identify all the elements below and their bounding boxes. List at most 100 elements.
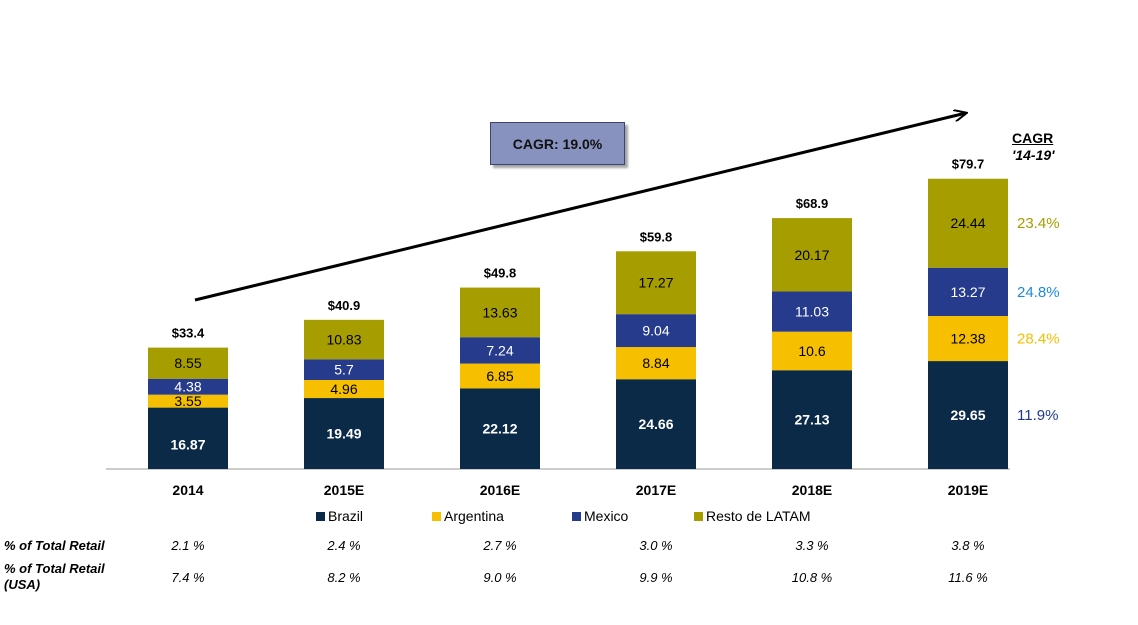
category-label: 2016E (480, 482, 520, 498)
retail-share-usa-label-line2: (USA) (4, 577, 41, 592)
legend-swatch-resto (694, 511, 703, 521)
total-label: $79.7 (952, 157, 985, 172)
data-label-resto-de-latam: 8.55 (174, 355, 201, 371)
data-label-resto-de-latam: 24.44 (950, 215, 985, 231)
bar-segment-argentina (616, 347, 696, 380)
retail-share-value: 3.0 % (639, 538, 673, 553)
category-label: 2017E (636, 482, 676, 498)
retail-share-usa-value: 8.2 % (327, 570, 361, 585)
data-label-brazil: 22.12 (482, 421, 517, 437)
cagr-value-resto-de-latam: 23.4% (1017, 215, 1060, 232)
data-label-mexico: 11.03 (795, 304, 829, 320)
cagr-header-title: CAGR (1012, 130, 1054, 146)
retail-share-usa-value: 9.9 % (639, 570, 673, 585)
bar-segment-argentina (148, 394, 228, 408)
data-label-brazil: 19.49 (326, 426, 361, 442)
category-label: 2015E (324, 482, 364, 498)
total-label: $33.4 (172, 326, 205, 341)
bar-segment-argentina (772, 331, 852, 371)
data-label-resto-de-latam: 13.63 (482, 304, 517, 320)
legend-label-brazil: Brazil (328, 508, 364, 524)
cagr-summary-box: CAGR: 19.0% (490, 122, 625, 165)
bar-segment-resto-de-latam (304, 319, 384, 360)
data-label-argentina: 6.85 (486, 368, 513, 384)
retail-share-value: 2.7 % (483, 538, 517, 553)
data-label-brazil: 16.87 (170, 436, 205, 452)
bar-segment-brazil (616, 379, 696, 469)
data-label-resto-de-latam: 10.83 (326, 332, 361, 348)
chart-legend: Brazil Argentina Mexico Resto de LATAM (0, 508, 1138, 526)
bar-segment-resto-de-latam (928, 178, 1008, 268)
legend-swatch-brazil (316, 511, 325, 521)
bar-segment-brazil (460, 388, 540, 469)
data-label-argentina: 12.38 (950, 331, 985, 347)
data-label-argentina: 3.55 (174, 393, 201, 409)
bar-segment-mexico (304, 359, 384, 381)
data-label-mexico: 7.24 (486, 342, 513, 358)
legend-label-mexico: Mexico (584, 508, 629, 524)
bar-segment-mexico (460, 337, 540, 364)
bar-segment-argentina (304, 380, 384, 399)
data-label-brazil: 29.65 (950, 407, 985, 423)
cagr-trend-arrow (194, 113, 966, 302)
category-label: 2014 (172, 482, 203, 498)
total-label: $49.8 (484, 266, 517, 281)
data-label-resto-de-latam: 17.27 (638, 275, 673, 291)
bar-segment-mexico (616, 314, 696, 348)
bar-segment-mexico (928, 267, 1008, 317)
data-label-mexico: 13.27 (950, 284, 985, 300)
bar-segment-mexico (772, 291, 852, 332)
legend-swatch-mexico (572, 511, 581, 521)
retail-share-value: 2.1 % (171, 538, 205, 553)
retail-share-value: 2.4 % (327, 538, 361, 553)
category-label: 2019E (948, 482, 988, 498)
bar-segment-brazil (304, 398, 384, 469)
bar-segment-resto-de-latam (148, 347, 228, 379)
bar-segment-resto-de-latam (616, 251, 696, 315)
bar-segment-argentina (460, 363, 540, 389)
bar-segment-resto-de-latam (772, 218, 852, 292)
total-label: $40.9 (328, 298, 361, 313)
bar-segment-mexico (148, 378, 228, 395)
cagr-values-group: 23.4% 24.8% 28.4% 11.9% (1017, 215, 1060, 424)
cagr-value-mexico: 24.8% (1017, 284, 1060, 301)
cagr-header-period: '14-19' (1012, 147, 1055, 163)
data-label-brazil: 27.13 (794, 412, 829, 428)
data-label-resto-de-latam: 20.17 (794, 247, 829, 263)
legend-item-argentina: Argentina (432, 508, 504, 524)
data-label-argentina: 4.96 (330, 381, 357, 397)
retail-share-usa-label: % of Total Retail (USA) (4, 561, 105, 593)
legend-item-brazil: Brazil (316, 508, 363, 524)
retail-share-value: 3.3 % (795, 538, 829, 553)
bar-segment-argentina (928, 316, 1008, 362)
cagr-column-header: CAGR '14-19' (1012, 130, 1072, 163)
data-label-argentina: 8.84 (642, 355, 669, 371)
bars-group: 16.87 3.554.38 8.55 $33.4 2014 19.49 4.96 5.7 10… (148, 157, 1008, 498)
retail-share-usa-value: 7.4 % (171, 570, 205, 585)
bar-segment-brazil (928, 361, 1008, 469)
legend-label-argentina: Argentina (444, 508, 504, 524)
cagr-summary-text: CAGR: 19.0% (512, 135, 603, 152)
total-label: $59.8 (640, 229, 673, 244)
retail-share-usa-value: 10.8 % (791, 570, 833, 585)
legend-item-resto: Resto de LATAM (694, 508, 811, 524)
data-label-mexico: 5.7 (334, 362, 354, 378)
retail-share-usa-value: 11.6 % (948, 570, 988, 585)
category-label: 2018E (792, 482, 832, 498)
bar-segment-resto-de-latam (460, 287, 540, 338)
bar-segment-brazil (772, 370, 852, 469)
data-label-argentina: 10.6 (798, 343, 825, 359)
retail-share-value: 3.8 % (951, 538, 985, 553)
total-label: $68.9 (796, 196, 829, 211)
data-label-mexico: 4.38 (174, 379, 201, 395)
bar-segment-brazil (148, 407, 228, 469)
retail-share-usa-label-line1: % of Total Retail (4, 561, 105, 576)
legend-label-resto: Resto de LATAM (706, 508, 811, 524)
retail-share-usa-value: 9.0 % (483, 570, 517, 585)
legend-swatch-argentina (432, 511, 441, 521)
legend-item-mexico: Mexico (572, 508, 628, 524)
data-label-mexico: 9.04 (642, 323, 669, 339)
cagr-value-brazil: 11.9% (1017, 407, 1058, 424)
cagr-value-argentina: 28.4% (1017, 331, 1060, 348)
